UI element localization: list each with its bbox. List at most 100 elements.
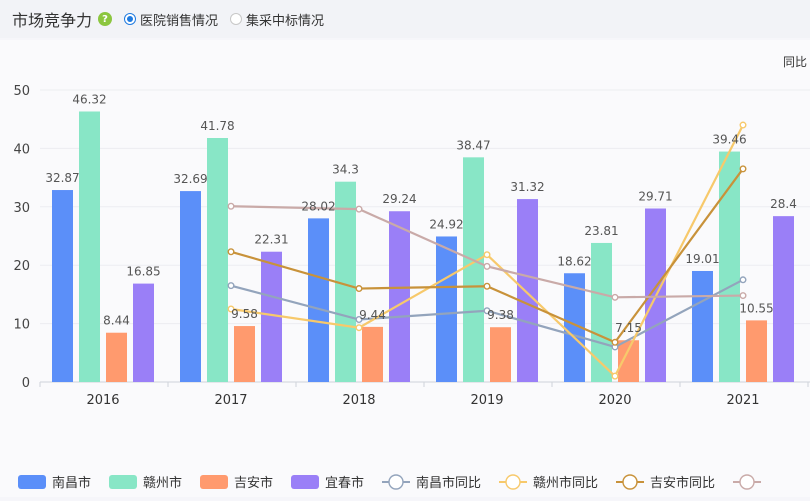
bar-data-label: 38.47	[456, 138, 490, 152]
line-point	[483, 262, 491, 270]
bar-data-label: 7.15	[615, 321, 642, 335]
radio-label: 集采中标情况	[246, 13, 325, 29]
legend-label: 赣州市	[143, 475, 182, 491]
radio-label: 医院销售情况	[140, 13, 219, 29]
line-point	[739, 165, 747, 173]
bar	[719, 151, 740, 382]
combo-chart: 同比 0 10 20 30 40 50 2016 2017 2018 2019 2020 2021 32.…	[13, 55, 810, 491]
legend-marker	[739, 474, 755, 490]
line-point	[227, 282, 235, 290]
bar	[106, 332, 127, 382]
legend-label: 吉安市	[234, 475, 273, 491]
bar-data-label: 46.32	[72, 92, 106, 106]
bar-data-label: 29.24	[382, 192, 416, 206]
legend-marker	[505, 474, 521, 490]
line-point	[355, 316, 363, 324]
x-tick-label: 2016	[86, 393, 119, 408]
chart-panel: 同比 0 10 20 30 40 50 2016 2017 2018 2019 2020 2021 32.…	[0, 40, 810, 497]
line-point	[739, 121, 747, 129]
radio-button-checked[interactable]	[124, 13, 137, 25]
bar-data-label: 32.87	[45, 171, 79, 185]
bar-data-label: 9.38	[487, 308, 514, 322]
line-point	[355, 285, 363, 293]
x-tick-label: 2019	[470, 393, 503, 408]
bar-data-label: 28.02	[301, 199, 335, 213]
legend-marker	[388, 474, 404, 490]
bar-data-label: 10.55	[739, 301, 773, 315]
bar	[564, 273, 585, 382]
x-tick-label: 2020	[598, 393, 631, 408]
header-bar: 市场竞争力 ? 医院销售情况 集采中标情况	[0, 0, 810, 38]
line-point	[611, 338, 619, 346]
line-point	[483, 282, 491, 290]
bar	[463, 157, 484, 382]
legend-label: 赣州市同比	[533, 475, 598, 491]
line-point	[611, 293, 619, 301]
bar-data-label: 32.69	[173, 172, 207, 186]
bar	[52, 190, 73, 382]
y-tick-label: 30	[13, 201, 30, 216]
bar-data-label: 34.3	[332, 163, 359, 177]
legend-marker	[622, 474, 638, 490]
bar	[591, 242, 612, 382]
legend-label: 吉安市同比	[650, 475, 715, 491]
legend-swatch	[109, 475, 137, 489]
legend-label: 南昌市同比	[416, 475, 481, 491]
bar-data-label: 22.31	[254, 233, 288, 247]
line-point	[483, 251, 491, 259]
x-tick-label: 2018	[342, 393, 375, 408]
bar	[692, 270, 713, 382]
bar	[490, 327, 511, 382]
line-point	[739, 292, 747, 300]
line-point	[483, 307, 491, 315]
bar	[133, 283, 154, 382]
bar-data-label: 28.4	[770, 197, 797, 211]
right-axis-label: 同比	[783, 55, 807, 69]
x-tick-label: 2021	[726, 393, 759, 408]
radio-hospital-sales[interactable]: 医院销售情况	[124, 10, 218, 29]
y-tick-label: 10	[13, 318, 30, 333]
y-tick-label: 0	[22, 376, 30, 391]
bar	[261, 251, 282, 382]
bar-data-label: 18.62	[557, 254, 591, 268]
bar-data-label: 19.01	[685, 252, 719, 266]
bar-data-label: 31.32	[510, 180, 544, 194]
x-tick-label: 2017	[214, 393, 247, 408]
bar	[746, 320, 767, 382]
line-point	[227, 305, 235, 313]
bar	[773, 216, 794, 382]
bar	[335, 181, 356, 382]
bar	[207, 138, 228, 382]
y-tick-label: 40	[13, 142, 30, 157]
y-tick-label: 20	[13, 259, 30, 274]
bar-data-label: 24.92	[429, 217, 463, 231]
bar-data-label: 9.44	[359, 308, 386, 322]
bar	[517, 199, 538, 382]
bar	[79, 111, 100, 382]
bar-data-label: 29.71	[638, 189, 672, 203]
y-tick-label: 50	[13, 84, 30, 99]
legend-label: 宜春市	[325, 475, 364, 491]
series-line	[230, 124, 744, 378]
bar-data-label: 8.44	[103, 314, 130, 328]
legend-swatch	[291, 475, 319, 489]
bar-data-label: 39.46	[712, 133, 746, 147]
bar	[234, 326, 255, 382]
bar-data-label: 23.81	[584, 224, 618, 238]
legend-swatch	[18, 475, 46, 489]
bar	[180, 191, 201, 382]
radio-procurement-bid[interactable]: 集采中标情况	[230, 10, 324, 29]
line-point	[227, 248, 235, 256]
bar	[618, 340, 639, 382]
question-icon[interactable]: ?	[98, 12, 113, 26]
line-point	[355, 324, 363, 332]
bar-data-label: 41.78	[200, 119, 234, 133]
line-point	[227, 202, 235, 210]
radio-button-unchecked[interactable]	[230, 13, 243, 25]
bar	[436, 236, 457, 382]
bar-data-label: 16.85	[126, 265, 160, 279]
bar	[362, 326, 383, 382]
bar-data-label: 9.58	[231, 307, 258, 321]
line-point	[739, 276, 747, 284]
page-title: 市场竞争力	[12, 11, 93, 30]
